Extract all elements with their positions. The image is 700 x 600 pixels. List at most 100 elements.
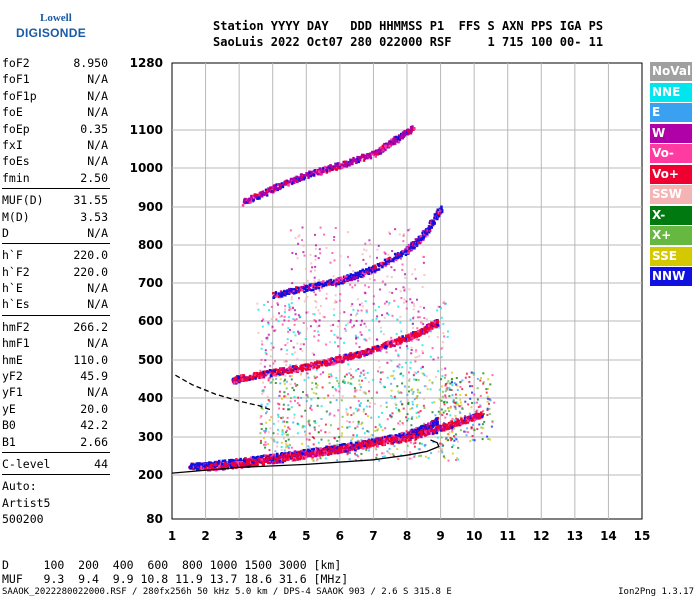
- echo-point: [287, 426, 290, 429]
- echo-point: [366, 399, 369, 402]
- trace-point: [252, 199, 255, 202]
- echo-point: [365, 448, 368, 451]
- echo-point: [260, 406, 263, 409]
- echo-point: [460, 404, 463, 407]
- echo-point: [292, 346, 295, 349]
- echo-point: [429, 329, 432, 332]
- trace-point: [332, 279, 336, 282]
- echo-point: [381, 314, 383, 317]
- echo-point: [284, 440, 287, 443]
- echo-point: [423, 407, 426, 409]
- echo-point: [259, 362, 262, 365]
- trace-point: [305, 451, 308, 454]
- param-row: B0 42.2: [2, 417, 110, 433]
- trace-point: [378, 347, 382, 351]
- echo-point: [320, 429, 323, 432]
- echo-point: [459, 385, 462, 388]
- echo-point: [447, 459, 450, 462]
- echo-point: [356, 425, 359, 428]
- profile-curve: [171, 439, 440, 474]
- trace-point: [275, 186, 278, 190]
- echo-point: [276, 445, 279, 448]
- trace-point: [409, 432, 413, 436]
- trace-point: [415, 330, 419, 334]
- trace-point: [321, 284, 325, 288]
- echo-point: [389, 359, 391, 361]
- echo-point: [357, 400, 360, 403]
- echo-point: [314, 320, 317, 322]
- trace-point: [388, 144, 392, 148]
- echo-point: [272, 362, 275, 365]
- echo-point: [345, 324, 348, 327]
- trace-point: [250, 459, 253, 462]
- trace-point: [411, 333, 414, 336]
- trace-point: [312, 288, 315, 291]
- trace-point: [262, 191, 265, 195]
- trace-point: [327, 282, 331, 286]
- trace-point: [206, 462, 210, 466]
- y-tick-label: 600: [138, 314, 163, 328]
- trace-point: [395, 341, 398, 344]
- echo-point: [477, 406, 480, 408]
- param-row: M(D) 3.53: [2, 209, 110, 225]
- echo-point: [364, 292, 367, 295]
- param-value: N/A: [87, 336, 108, 351]
- trace-point: [410, 428, 414, 432]
- trace-point: [260, 195, 264, 198]
- trace-point: [410, 430, 413, 433]
- trace-point: [322, 280, 325, 283]
- trace-point: [282, 367, 286, 370]
- param-value: N/A: [87, 385, 108, 400]
- echo-point: [343, 375, 346, 378]
- trace-point: [327, 452, 331, 456]
- trace-point: [257, 195, 261, 199]
- param-separator: [2, 314, 110, 316]
- echo-point: [279, 382, 282, 385]
- echo-point: [293, 319, 296, 322]
- echo-point: [430, 452, 433, 455]
- trace-point: [308, 449, 311, 452]
- echo-point: [343, 311, 346, 314]
- echo-point: [397, 408, 400, 411]
- echo-point: [360, 423, 363, 426]
- trace-point: [360, 441, 363, 445]
- echo-point: [419, 391, 422, 394]
- echo-point: [303, 300, 306, 303]
- echo-point: [454, 433, 457, 436]
- echo-point: [350, 313, 353, 316]
- echo-point: [382, 385, 385, 388]
- trace-point: [327, 448, 330, 452]
- trace-point: [351, 273, 354, 277]
- trace-point: [379, 149, 383, 153]
- trace-point: [425, 324, 429, 327]
- echo-point: [456, 384, 459, 387]
- echo-point: [457, 446, 460, 449]
- y-tick-label: 1100: [130, 123, 163, 137]
- echo-point: [395, 404, 398, 406]
- echo-point: [434, 414, 437, 417]
- station-header: Station YYYY DAY DDD HHMMSS P1 FFS S AXN…: [213, 18, 603, 50]
- trace-point: [363, 354, 366, 357]
- param-row: fxI N/A: [2, 137, 110, 153]
- trace-point: [335, 448, 338, 452]
- echo-point: [403, 289, 406, 292]
- echo-point: [287, 393, 289, 396]
- param-label: foEp: [2, 121, 30, 136]
- echo-point: [461, 388, 464, 391]
- trace-point: [378, 349, 381, 352]
- echo-point: [437, 450, 440, 453]
- trace-point: [435, 431, 439, 435]
- trace-point: [292, 290, 296, 293]
- echo-point: [455, 377, 458, 379]
- echo-point: [449, 437, 452, 439]
- echo-point: [350, 377, 353, 380]
- trace-point: [425, 431, 428, 435]
- echo-point: [317, 441, 320, 444]
- echo-point: [348, 421, 351, 423]
- trace-point: [367, 272, 370, 275]
- echo-point: [361, 379, 363, 382]
- echo-point: [449, 414, 452, 417]
- echo-point: [363, 248, 366, 251]
- echo-point: [336, 440, 339, 442]
- trace-point: [291, 454, 295, 457]
